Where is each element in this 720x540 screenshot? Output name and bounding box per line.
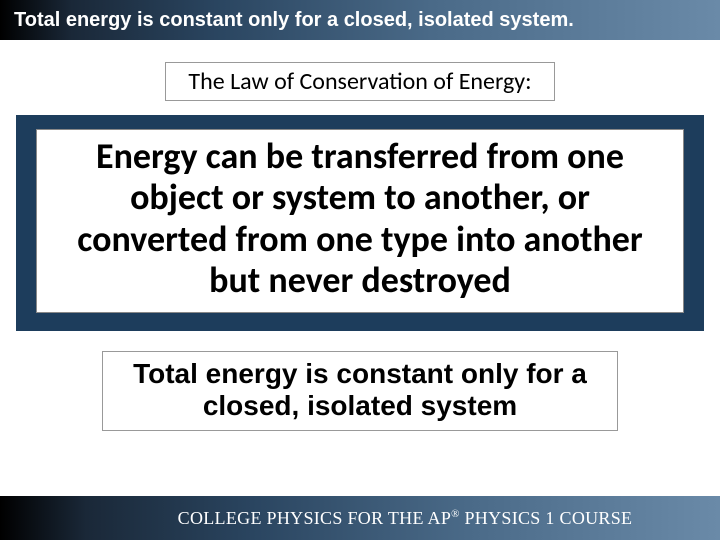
main-statement-box: Energy can be transferred from one objec… (16, 115, 704, 331)
footer-prefix: COLLEGE PHYSICS FOR THE AP (178, 508, 452, 528)
subtitle-box: The Law of Conservation of Energy: (165, 62, 554, 101)
subtitle-text: The Law of Conservation of Energy: (188, 67, 531, 96)
bottom-line-2: closed, isolated system (203, 390, 517, 421)
footer-suffix: PHYSICS 1 COURSE (460, 508, 633, 528)
main-statement-text: Energy can be transferred from one objec… (51, 136, 669, 302)
main-statement-inner: Energy can be transferred from one objec… (36, 129, 684, 313)
bottom-line-1: Total energy is constant only for a (133, 358, 587, 389)
footer-text: COLLEGE PHYSICS FOR THE AP® PHYSICS 1 CO… (178, 508, 633, 529)
header-text: Total energy is constant only for a clos… (14, 9, 574, 32)
footer-bar: COLLEGE PHYSICS FOR THE AP® PHYSICS 1 CO… (0, 496, 720, 540)
header-bar: Total energy is constant only for a clos… (0, 0, 720, 40)
bottom-statement-box: Total energy is constant only for a clos… (102, 351, 618, 431)
bottom-statement-text: Total energy is constant only for a clos… (133, 358, 587, 422)
registered-symbol: ® (451, 508, 460, 520)
